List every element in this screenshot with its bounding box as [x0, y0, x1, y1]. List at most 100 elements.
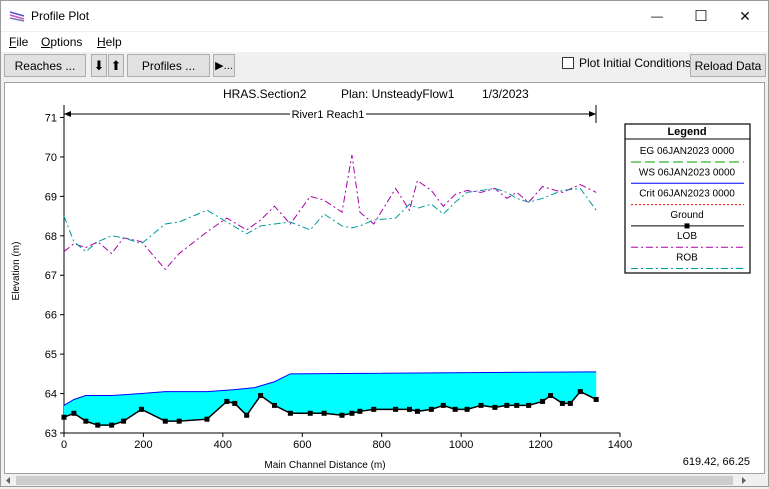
x-tick-label: 1200 — [528, 439, 552, 451]
chart-axes: 63 64 65 66 67 68 69 70 71 0 200 400 600 800 1000 1200 1… — [45, 112, 632, 451]
y-tick-label: 69 — [45, 191, 57, 203]
ground-point — [371, 406, 377, 412]
profile-chart[interactable]: HRAS.Section2 Plan: UnsteadyFlow1 1/3/20… — [5, 83, 764, 473]
y-tick-label: 64 — [45, 389, 57, 401]
plot-initial-conditions-option[interactable]: Plot Initial Conditions — [562, 56, 691, 70]
ground-point — [504, 402, 510, 408]
ground-point — [95, 422, 101, 428]
x-axis-label: Main Channel Distance (m) — [264, 460, 385, 471]
reach-extent-marker — [63, 105, 597, 123]
ground-point — [287, 410, 293, 416]
down-arrow-button[interactable]: ⬇ — [91, 54, 107, 77]
ground-point — [258, 393, 264, 399]
ground-point — [61, 414, 67, 420]
legend-entry-label: LOB — [677, 231, 697, 242]
y-tick-label: 71 — [45, 112, 57, 124]
chart-plan: Plan: UnsteadyFlow1 — [341, 87, 455, 101]
window-title: Profile Plot — [31, 9, 90, 23]
scroll-left-icon — [6, 477, 10, 484]
menu-bar: File Options Help — [1, 32, 768, 52]
ground-point — [176, 418, 182, 424]
ground-point — [393, 406, 399, 412]
water-surface-fill — [64, 371, 597, 426]
ground-point — [162, 418, 168, 424]
menu-options[interactable]: Options — [41, 35, 83, 49]
scroll-right-icon — [742, 477, 746, 484]
legend-box: Legend — [624, 123, 751, 274]
minimize-icon: — — [651, 9, 663, 23]
ground-point — [307, 410, 313, 416]
ground-point — [478, 402, 484, 408]
ground-point — [224, 398, 230, 404]
x-tick-label: 0 — [61, 439, 67, 451]
ground-point — [321, 410, 327, 416]
legend-title: Legend — [667, 126, 706, 138]
ground-point — [407, 406, 413, 412]
ground-point — [121, 418, 127, 424]
ground-point — [492, 404, 498, 410]
legend-entry-label: Ground — [670, 210, 703, 221]
x-tick-label: 800 — [373, 439, 391, 451]
title-bar[interactable]: Profile Plot — ☐ ✕ — [1, 1, 768, 31]
up-arrow-button[interactable]: ⬆ — [108, 54, 124, 77]
legend-entry-label: Crit 06JAN2023 0000 — [639, 189, 735, 200]
close-icon: ✕ — [739, 7, 751, 24]
x-tick-label: 600 — [293, 439, 311, 451]
x-tick-label: 200 — [134, 439, 152, 451]
x-tick-label: 1400 — [608, 439, 632, 451]
lob-line — [63, 154, 597, 271]
profile-plot-app-icon — [9, 11, 25, 22]
horizontal-scrollbar[interactable] — [4, 475, 765, 486]
legend-entries: EG 06JAN2023 0000 WS 06JAN2023 0000 Crit 0… — [631, 146, 744, 269]
ground-point — [464, 406, 470, 412]
plot-initial-conditions-checkbox[interactable] — [562, 57, 574, 69]
x-tick-label: 1000 — [449, 439, 473, 451]
ground-point — [440, 402, 446, 408]
ground-point — [349, 410, 355, 416]
y-tick-label: 66 — [45, 310, 57, 322]
ground-point — [357, 408, 363, 414]
ground-point — [339, 412, 345, 418]
y-tick-label: 65 — [45, 349, 57, 361]
ground-point — [548, 393, 553, 399]
ground-point — [71, 410, 77, 416]
close-button[interactable]: ✕ — [722, 1, 768, 31]
ground-point — [559, 400, 565, 406]
ground-point — [567, 400, 573, 406]
reaches-button[interactable]: Reaches ... — [4, 54, 86, 77]
minimize-button[interactable]: — — [634, 1, 680, 31]
plot-initial-conditions-label: Plot Initial Conditions — [579, 56, 692, 70]
ground-point — [271, 402, 277, 408]
y-tick-label: 68 — [45, 231, 57, 243]
maximize-button[interactable]: ☐ — [678, 1, 724, 31]
rob-line — [63, 187, 597, 253]
ground-point — [452, 406, 458, 412]
ground-point — [109, 422, 115, 428]
reload-data-button[interactable]: Reload Data — [690, 54, 766, 77]
ground-point — [232, 400, 238, 406]
ground-point — [138, 406, 144, 412]
ground-point — [526, 402, 532, 408]
legend-entry-marker — [684, 223, 690, 229]
profiles-button[interactable]: Profiles ... — [127, 54, 210, 77]
ground-point — [244, 412, 250, 418]
y-tick-label: 67 — [45, 270, 57, 282]
ground-point — [540, 398, 546, 404]
y-tick-label: 70 — [45, 152, 57, 164]
cursor-coordinate-readout: 619.42, 66.25 — [683, 456, 750, 468]
ground-point — [204, 416, 210, 422]
ground-point — [428, 406, 434, 412]
ground-point — [514, 402, 520, 408]
chart-date: 1/3/2023 — [482, 87, 529, 101]
menu-file[interactable]: File — [9, 35, 29, 49]
menu-help[interactable]: Help — [97, 35, 122, 49]
animate-button[interactable]: ▶... — [213, 54, 235, 77]
legend-entry-label: WS 06JAN2023 0000 — [639, 167, 736, 178]
y-tick-label: 63 — [45, 428, 57, 440]
ground-point — [593, 396, 599, 402]
plot-area[interactable]: HRAS.Section2 Plan: UnsteadyFlow1 1/3/20… — [4, 82, 765, 474]
ground-point — [414, 408, 420, 414]
ground-point — [83, 418, 89, 424]
ground-line — [63, 390, 597, 426]
